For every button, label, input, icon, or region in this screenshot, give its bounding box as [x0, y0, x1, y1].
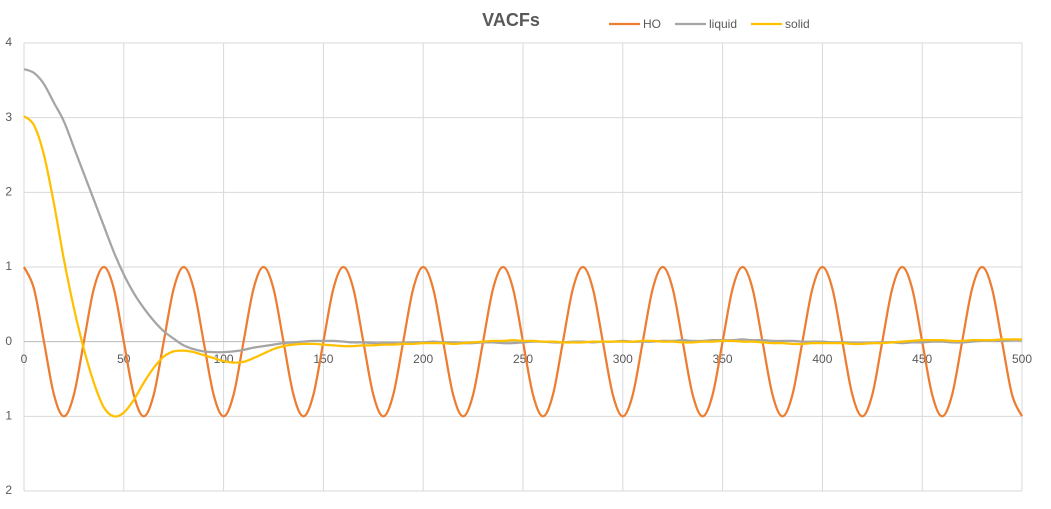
legend-label: HO	[643, 17, 661, 31]
x-tick-label: 150	[313, 352, 333, 366]
x-tick-label: 500	[1012, 352, 1032, 366]
x-tick-label: 350	[713, 352, 733, 366]
y-tick-label: 0	[5, 334, 12, 348]
legend-label: liquid	[709, 17, 737, 31]
y-tick-label: 2	[5, 483, 12, 497]
x-tick-label: 300	[613, 352, 633, 366]
x-tick-label: 450	[912, 352, 932, 366]
x-tick-label: 250	[513, 352, 533, 366]
y-tick-label: 2	[5, 185, 12, 199]
chart-title: VACFs	[482, 10, 540, 30]
y-tick-label: 4	[5, 35, 12, 49]
y-tick-label: 1	[5, 259, 12, 273]
legend-label: solid	[785, 17, 810, 31]
x-tick-label: 200	[413, 352, 433, 366]
x-tick-label: 400	[812, 352, 832, 366]
y-tick-label: 3	[5, 110, 12, 124]
y-tick-label: 1	[5, 409, 12, 423]
series-line	[23, 115, 1022, 418]
x-tick-label: 0	[21, 352, 28, 366]
